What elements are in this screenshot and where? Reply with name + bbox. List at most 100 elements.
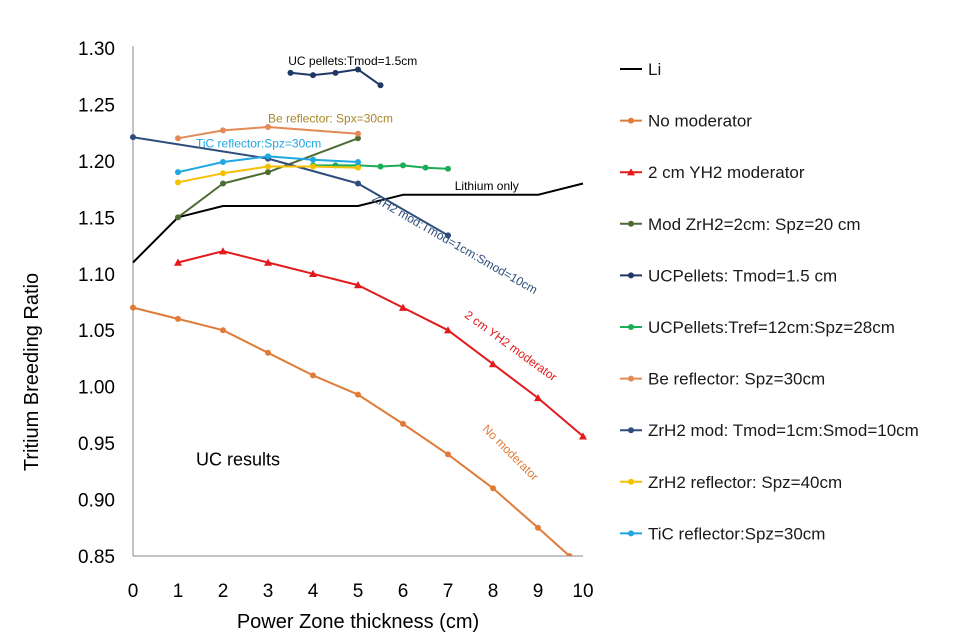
data-point — [355, 130, 361, 137]
data-point — [265, 169, 271, 176]
data-point — [130, 134, 136, 141]
series-2 — [174, 247, 587, 440]
legend: Li No moderator 2 cm YH2 moderator Mod ZrH2… — [620, 60, 919, 543]
data-point — [355, 135, 361, 142]
x-tick-label: 4 — [308, 581, 319, 602]
data-point — [400, 162, 406, 169]
data-point — [566, 553, 573, 556]
chart-annotation: Be reflector: Spx=30cm — [268, 112, 393, 126]
legend-label: ZrH2 reflector: Spz=40cm — [648, 473, 842, 492]
data-point — [628, 272, 634, 279]
series-3 — [175, 135, 361, 221]
data-point — [627, 168, 635, 176]
data-point — [175, 315, 181, 322]
data-point — [175, 179, 181, 186]
legend-label: Li — [648, 60, 661, 79]
legend-label: ZrH2 mod: Tmod=1cm:Smod=10cm — [648, 421, 919, 440]
legend-item: Mod ZrH2=2cm: Spz=20 cm — [620, 215, 861, 234]
data-point — [175, 169, 181, 176]
chart-annotation: Lithium only — [455, 179, 519, 193]
series-layer — [130, 66, 587, 556]
data-point — [310, 156, 316, 163]
data-point — [219, 247, 227, 255]
legend-item: ZrH2 reflector: Spz=40cm — [620, 473, 842, 492]
series-6 — [175, 124, 361, 142]
data-point — [265, 349, 271, 356]
data-point — [355, 159, 361, 166]
x-tick-label: 1 — [173, 581, 184, 602]
x-tick-label: 7 — [443, 581, 454, 602]
data-point — [264, 258, 272, 266]
data-point — [220, 159, 226, 166]
data-point — [355, 180, 361, 187]
legend-label: UCPellets: Tmod=1.5 cm — [648, 266, 837, 285]
x-tick-label: 5 — [353, 581, 364, 602]
data-point — [310, 372, 316, 379]
x-tick-label: 6 — [398, 581, 409, 602]
data-point — [265, 163, 271, 170]
data-point — [265, 153, 271, 160]
data-point — [445, 232, 451, 239]
chart-annotation: UC pellets:Tmod=1.5cm — [288, 54, 417, 68]
data-point — [220, 170, 226, 177]
series-line — [177, 126, 359, 140]
data-point — [534, 393, 542, 402]
legend-item: TiC reflector:Spz=30cm — [620, 524, 825, 543]
series-0 — [132, 182, 584, 264]
y-tick-label: 0.85 — [78, 547, 115, 568]
x-axis-label: Power Zone thickness (cm) — [237, 611, 479, 633]
data-point — [287, 69, 294, 76]
data-point — [332, 69, 339, 76]
data-point — [175, 135, 181, 142]
data-point — [628, 427, 634, 434]
y-tick-label: 1.15 — [78, 208, 115, 229]
legend-label: Be reflector: Spz=30cm — [648, 370, 825, 389]
x-tick-label: 9 — [533, 581, 544, 602]
data-point — [310, 163, 316, 170]
data-point — [422, 164, 429, 171]
legend-label: Mod ZrH2=2cm: Spz=20 cm — [648, 215, 861, 234]
data-point — [220, 327, 226, 334]
legend-label: No moderator — [648, 112, 752, 131]
data-point — [174, 258, 182, 266]
y-tick-label: 1.10 — [78, 265, 115, 286]
x-tick-label: 10 — [572, 581, 593, 602]
data-point — [628, 375, 634, 382]
y-tick-label: 1.25 — [78, 95, 115, 116]
data-point — [444, 326, 452, 334]
series-line — [132, 136, 449, 237]
series-line — [177, 137, 359, 219]
series-4 — [287, 66, 384, 89]
data-point — [309, 269, 317, 277]
data-point — [265, 124, 271, 131]
data-point — [377, 163, 384, 170]
chart-annotation: TiC reflector:Spz=30cm — [196, 136, 321, 150]
y-tick-label: 1.05 — [78, 321, 115, 342]
data-point — [400, 420, 406, 427]
data-point — [628, 220, 634, 227]
data-point — [535, 524, 541, 531]
data-point — [579, 432, 587, 440]
y-tick-label: 1.20 — [78, 152, 115, 173]
legend-item: UCPellets: Tmod=1.5 cm — [620, 266, 837, 285]
x-tick-label: 8 — [488, 581, 499, 602]
series-8 — [175, 163, 361, 186]
data-point — [354, 281, 362, 289]
annotation-layer: UC pellets:Tmod=1.5cm Be reflector: Spx=3… — [196, 54, 560, 484]
data-point — [628, 530, 634, 537]
y-axis-label: Tritium Breeding Ratio — [21, 273, 43, 471]
data-point — [355, 164, 361, 171]
legend-label: UCPellets:Tref=12cm:Spz=28cm — [648, 318, 895, 337]
data-point — [175, 214, 181, 221]
data-point — [310, 72, 316, 79]
chart-annotation: ZrH2 mod:Tmod=1cm:Smod=10cm — [370, 191, 540, 297]
chart-annotation: UC results — [196, 450, 280, 470]
data-point — [377, 82, 384, 89]
legend-item: 2 cm YH2 moderator — [620, 163, 805, 182]
legend-label: TiC reflector:Spz=30cm — [648, 524, 825, 543]
series-line — [132, 182, 584, 264]
data-point — [220, 180, 226, 187]
data-point — [489, 360, 497, 368]
x-tick-label: 3 — [263, 581, 274, 602]
